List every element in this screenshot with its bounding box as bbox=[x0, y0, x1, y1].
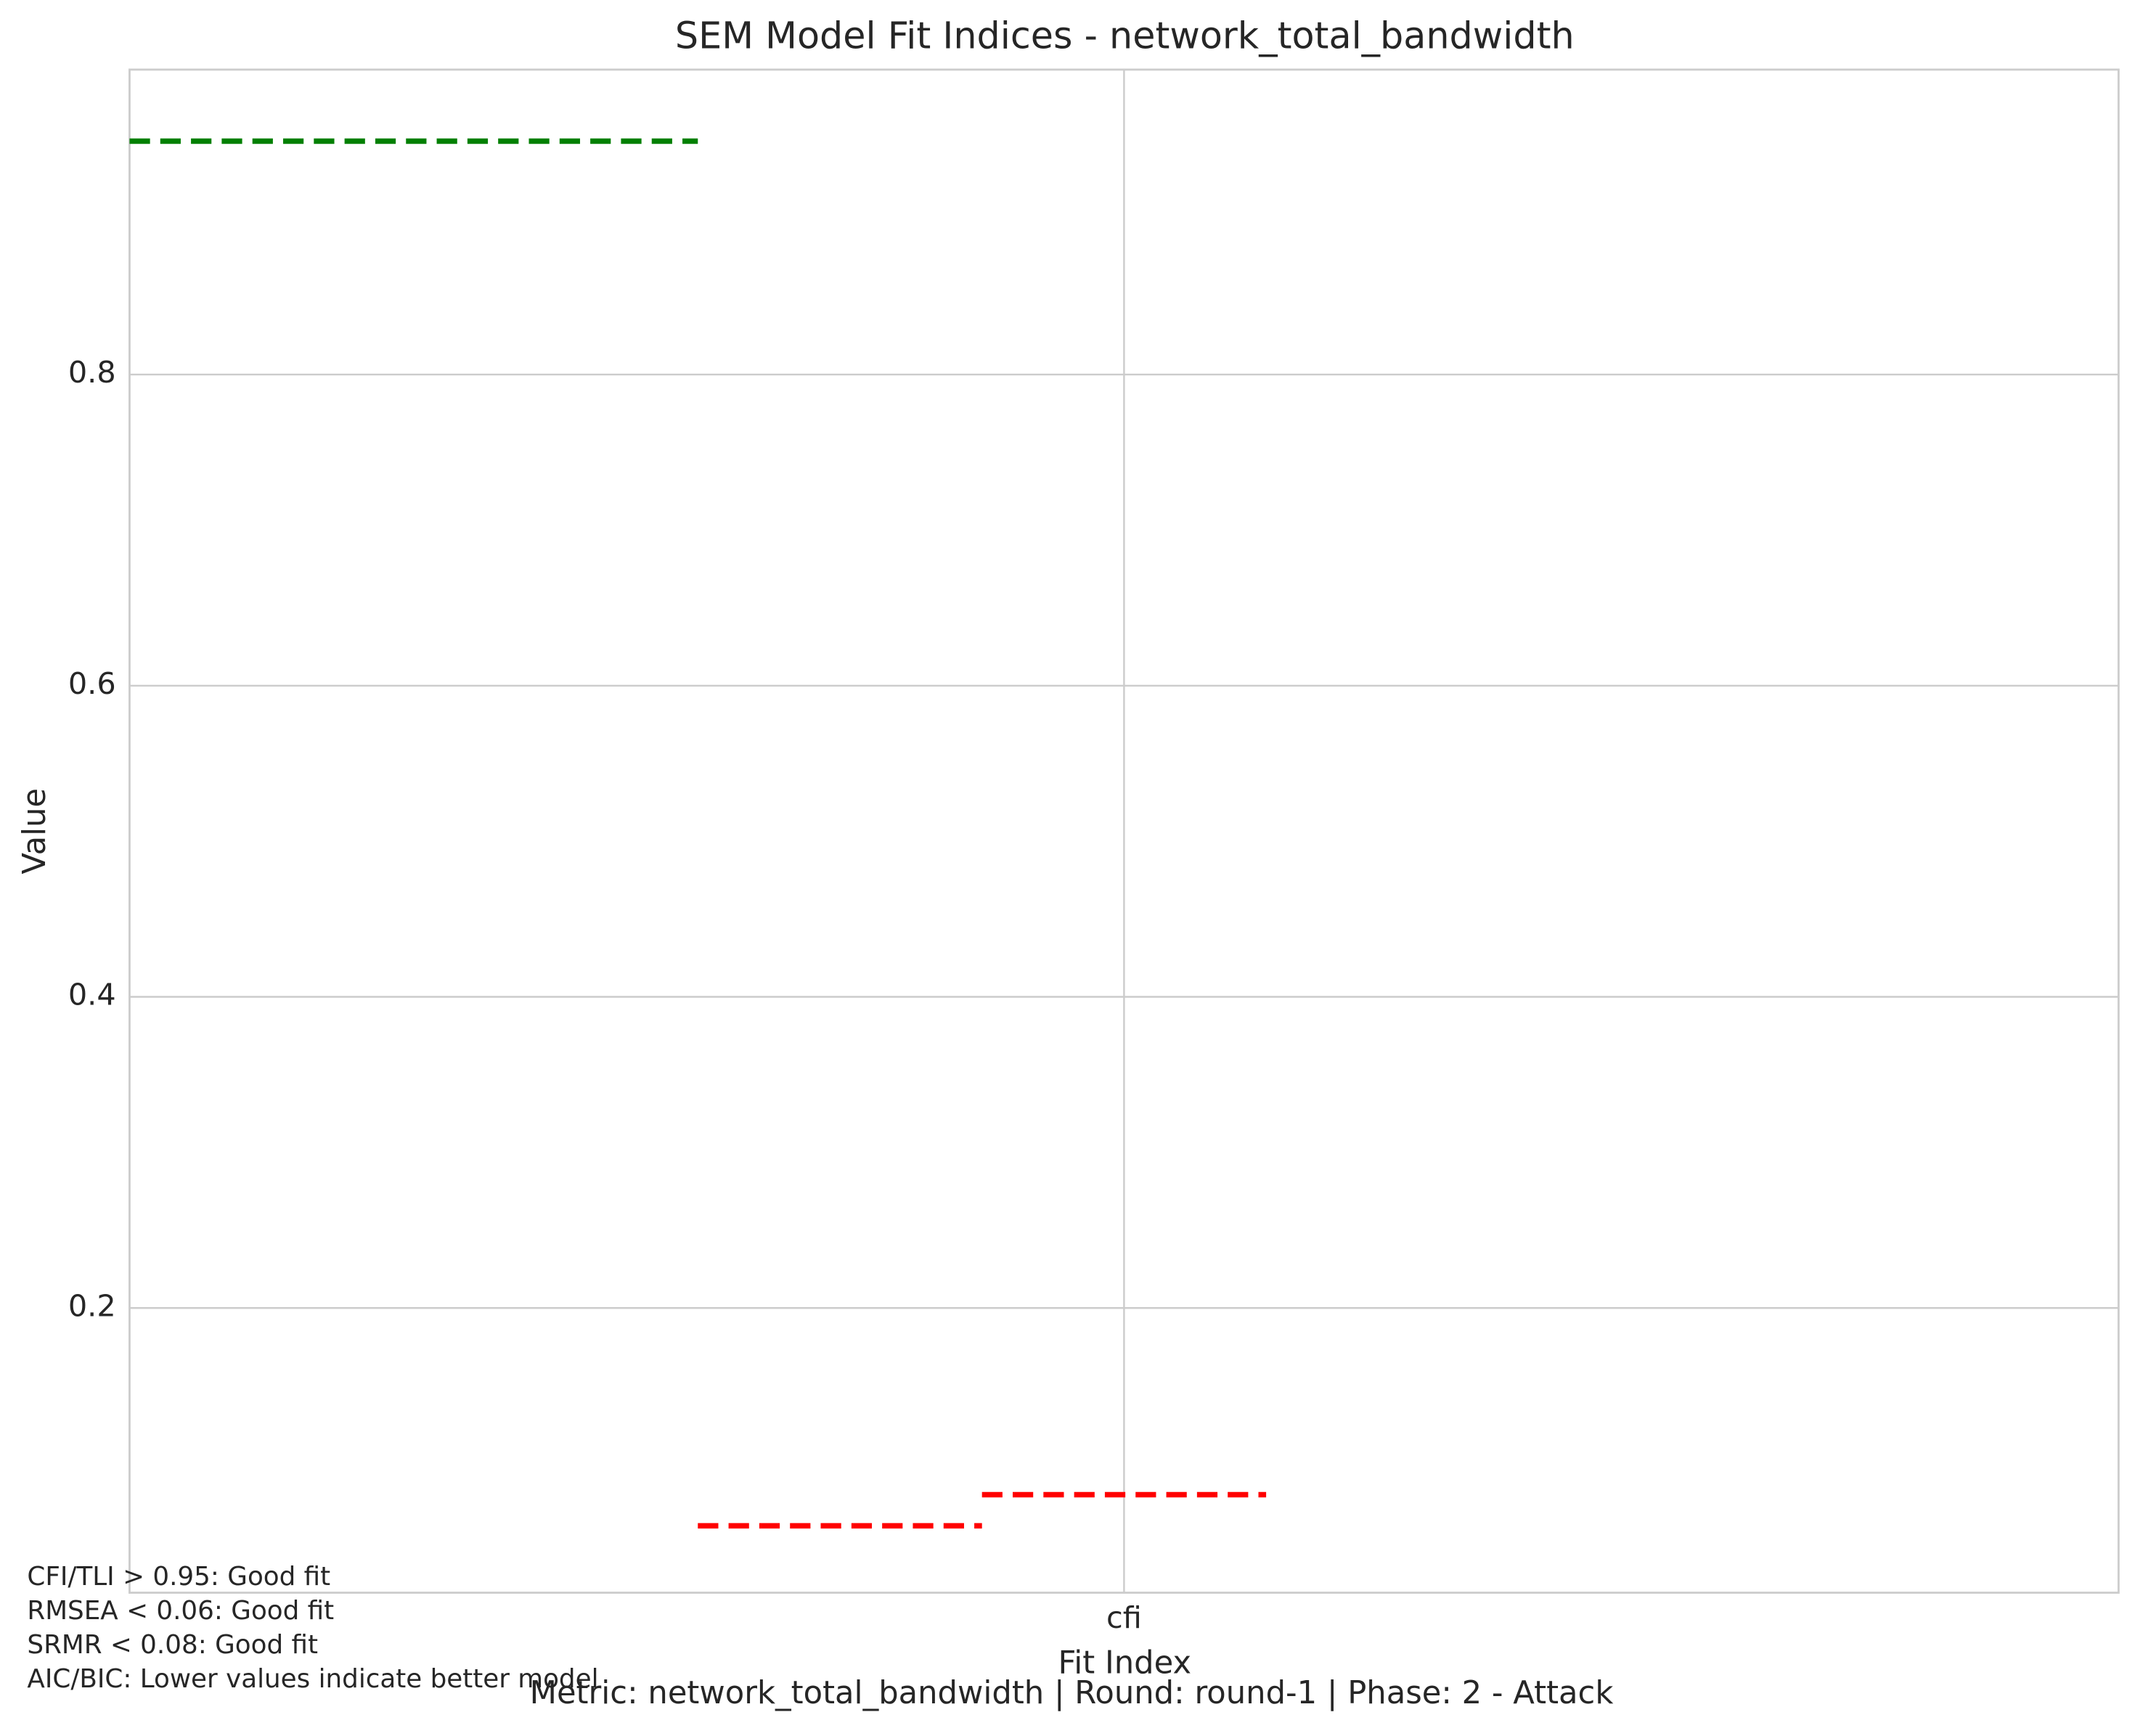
plot-frame bbox=[128, 68, 2120, 1594]
chart-title: SEM Model Fit Indices - network_total_ba… bbox=[675, 15, 1575, 57]
y-tick-label: 0.2 bbox=[68, 1288, 116, 1323]
footer: Metric: network_total_bandwidth | Round:… bbox=[530, 1675, 1614, 1711]
x-axis-label: Fit Index bbox=[1058, 1645, 1192, 1682]
note: CFI/TLI > 0.95: Good fit bbox=[27, 1562, 330, 1592]
note: AIC/BIC: Lower values indicate better mo… bbox=[27, 1664, 598, 1694]
y-axis-label: Value bbox=[17, 788, 53, 875]
y-tick-label: 0.8 bbox=[68, 355, 116, 390]
y-tick-label: 0.4 bbox=[68, 978, 116, 1012]
note: RMSEA < 0.06: Good fit bbox=[27, 1596, 334, 1626]
x-tick-label: cfi bbox=[1106, 1600, 1142, 1635]
note: SRMR < 0.08: Good fit bbox=[27, 1630, 318, 1660]
y-tick-label: 0.6 bbox=[68, 666, 116, 701]
